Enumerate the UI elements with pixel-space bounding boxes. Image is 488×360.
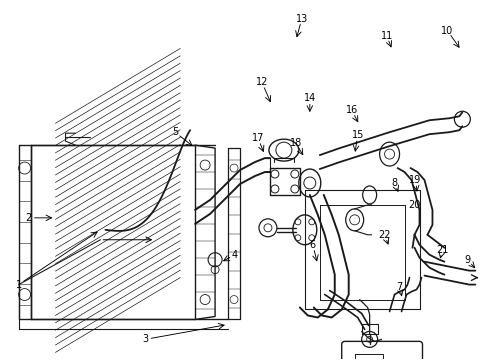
Text: 5: 5 <box>172 127 178 137</box>
Text: 15: 15 <box>351 130 363 140</box>
Text: 22: 22 <box>378 230 390 240</box>
Text: 7: 7 <box>396 282 402 292</box>
Text: 4: 4 <box>231 250 238 260</box>
Text: 3: 3 <box>142 334 148 345</box>
Text: 21: 21 <box>435 245 447 255</box>
Bar <box>354 354 382 360</box>
Bar <box>56 148 180 318</box>
Text: 16: 16 <box>345 105 357 115</box>
Bar <box>361 324 377 334</box>
Text: 17: 17 <box>251 133 264 143</box>
Text: 9: 9 <box>463 255 469 265</box>
Text: 2: 2 <box>25 213 32 223</box>
Text: 12: 12 <box>255 77 267 87</box>
Text: 10: 10 <box>440 26 452 36</box>
Text: 20: 20 <box>407 200 420 210</box>
Text: 13: 13 <box>295 14 307 24</box>
Text: 6: 6 <box>309 240 315 250</box>
Text: 19: 19 <box>408 175 421 185</box>
Text: 1: 1 <box>16 280 21 289</box>
Text: 18: 18 <box>289 138 302 148</box>
Text: 8: 8 <box>391 178 397 188</box>
Text: 14: 14 <box>303 93 315 103</box>
Text: 11: 11 <box>380 31 392 41</box>
